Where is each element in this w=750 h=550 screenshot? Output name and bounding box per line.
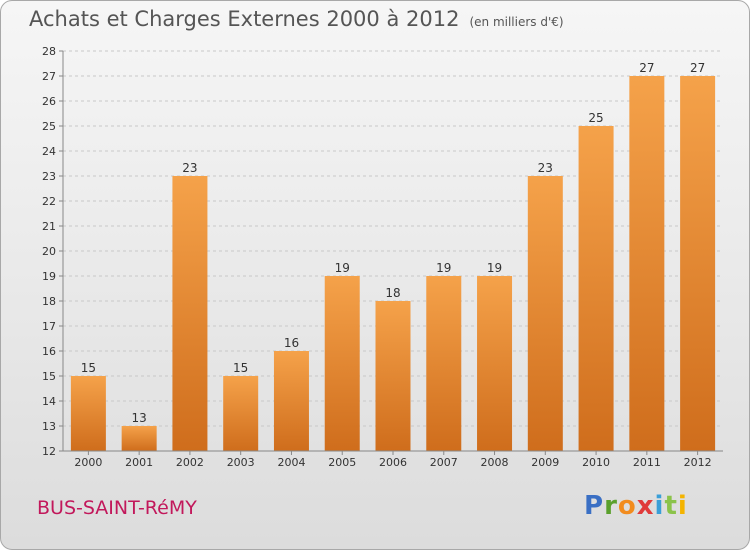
- logo-letter: x: [636, 491, 655, 521]
- y-tick-label: 17: [42, 320, 56, 333]
- bar-value-label: 19: [436, 261, 451, 275]
- bar-2004: [273, 351, 309, 451]
- y-tick-label: 18: [42, 295, 56, 308]
- y-tick-label: 14: [42, 395, 56, 408]
- y-tick-label: 15: [42, 370, 56, 383]
- bar-value-label: 23: [538, 161, 553, 175]
- x-tick-label: 2003: [227, 456, 255, 469]
- x-tick-label: 2006: [379, 456, 407, 469]
- bar-value-label: 15: [81, 361, 96, 375]
- logo-letter: P: [584, 491, 605, 521]
- bar-2007: [426, 276, 462, 451]
- x-tick-label: 2011: [633, 456, 661, 469]
- logo-letter: i: [654, 491, 665, 521]
- bar-value-label: 19: [487, 261, 502, 275]
- bar-value-label: 18: [385, 286, 400, 300]
- x-tick-label: 2001: [125, 456, 153, 469]
- bar-2010: [578, 126, 614, 451]
- logo-letter: r: [604, 491, 618, 521]
- y-tick-label: 21: [42, 220, 56, 233]
- y-tick-label: 20: [42, 245, 56, 258]
- y-tick-label: 25: [42, 120, 56, 133]
- y-tick-label: 22: [42, 195, 56, 208]
- bar-value-label: 27: [690, 61, 705, 75]
- bar-2008: [477, 276, 513, 451]
- bar-2002: [172, 176, 208, 451]
- logo-letter: t: [664, 491, 678, 521]
- bar-value-label: 27: [639, 61, 654, 75]
- bar-2003: [223, 376, 259, 451]
- unit-note: (en milliers d'€): [469, 15, 564, 29]
- x-tick-label: 2010: [582, 456, 610, 469]
- y-tick-label: 16: [42, 345, 56, 358]
- y-tick-label: 13: [42, 420, 56, 433]
- x-tick-label: 2005: [328, 456, 356, 469]
- y-tick-label: 27: [42, 70, 56, 83]
- bar-2012: [680, 76, 716, 451]
- bar-value-label: 23: [182, 161, 197, 175]
- y-tick-label: 26: [42, 95, 56, 108]
- x-tick-label: 2009: [531, 456, 559, 469]
- bar-value-label: 13: [132, 411, 147, 425]
- bar-value-label: 19: [335, 261, 350, 275]
- place-name: BUS-SAINT-RéMY: [37, 497, 197, 519]
- y-tick-label: 23: [42, 170, 56, 183]
- logo-letter: o: [617, 491, 637, 521]
- y-tick-label: 19: [42, 270, 56, 283]
- bar-2006: [375, 301, 411, 451]
- bar-value-label: 15: [233, 361, 248, 375]
- x-tick-label: 2007: [430, 456, 458, 469]
- bar-2000: [70, 376, 106, 451]
- bar-2005: [324, 276, 360, 451]
- y-tick-label: 12: [42, 445, 56, 458]
- logo-letter: i: [677, 491, 688, 521]
- y-tick-label: 24: [42, 145, 56, 158]
- bar-value-label: 25: [588, 111, 603, 125]
- bar-2011: [629, 76, 665, 451]
- bar-2009: [527, 176, 563, 451]
- chart-header: Achats et Charges Externes 2000 à 2012 (e…: [29, 7, 564, 31]
- x-tick-label: 2002: [176, 456, 204, 469]
- x-tick-label: 2004: [277, 456, 305, 469]
- bar-2001: [121, 426, 157, 451]
- x-tick-label: 2000: [74, 456, 102, 469]
- x-tick-label: 2012: [684, 456, 712, 469]
- proxiti-logo: Proxiti: [584, 491, 688, 521]
- x-tick-label: 2008: [481, 456, 509, 469]
- chart-title: Achats et Charges Externes 2000 à 2012: [29, 7, 460, 31]
- bar-value-label: 16: [284, 336, 299, 350]
- y-tick-label: 28: [42, 45, 56, 58]
